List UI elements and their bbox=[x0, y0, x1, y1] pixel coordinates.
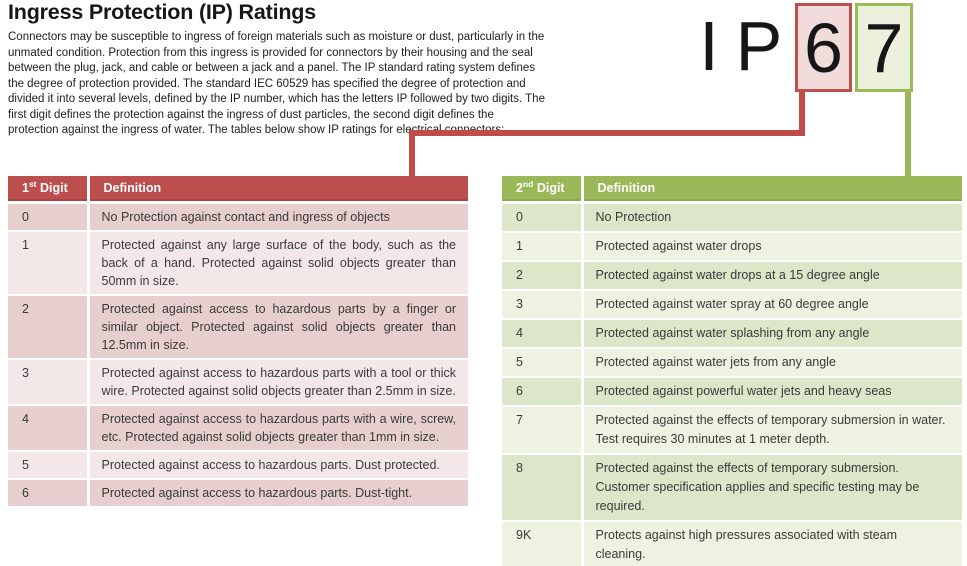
table-row: 9K Protects against high pressures assoc… bbox=[502, 520, 962, 566]
digit-cell: 3 bbox=[502, 289, 584, 320]
definition-cell: Protected against powerful water jets an… bbox=[582, 376, 962, 407]
digit-cell: 7 bbox=[502, 405, 584, 455]
digit-cell: 2 bbox=[8, 294, 90, 360]
table-row: 6 Protected against powerful water jets … bbox=[502, 376, 962, 407]
digit-cell: 0 bbox=[8, 202, 90, 232]
table-row: 1 Protected against any large surface of… bbox=[8, 230, 468, 296]
digit-cell: 3 bbox=[8, 358, 90, 406]
definition-cell: No Protection bbox=[582, 202, 962, 233]
first-digit-value: 6 bbox=[804, 8, 843, 87]
second-digit-box: 7 bbox=[855, 3, 913, 92]
definition-cell: Protected against water spray at 60 degr… bbox=[582, 289, 962, 320]
red-connector-drop-line bbox=[799, 91, 805, 135]
digit-cell: 4 bbox=[8, 404, 90, 452]
table-row: 6 Protected against access to hazardous … bbox=[8, 478, 468, 508]
green-connector-down-line bbox=[905, 91, 911, 178]
definition-cell: Protected against access to hazardous pa… bbox=[88, 450, 468, 480]
table-row: 3 Protected against water spray at 60 de… bbox=[502, 289, 962, 320]
table-row: 0 No Protection bbox=[502, 202, 962, 233]
definition-cell: Protected against any large surface of t… bbox=[88, 230, 468, 296]
digit-cell: 6 bbox=[8, 478, 90, 508]
table-row: 7 Protected against the effects of tempo… bbox=[502, 405, 962, 455]
digit-cell: 8 bbox=[502, 453, 584, 522]
digit-cell: 1 bbox=[8, 230, 90, 296]
digit-cell: 0 bbox=[502, 202, 584, 233]
red-connector-down-line bbox=[409, 130, 415, 177]
definition-cell: Protected against water drops bbox=[582, 231, 962, 262]
table-header-row: 2nd Digit Definition bbox=[502, 176, 962, 204]
second-digit-value: 7 bbox=[864, 8, 904, 87]
definition-cell: Protects against high pressures associat… bbox=[582, 520, 962, 566]
table-row: 2 Protected against water drops at a 15 … bbox=[502, 260, 962, 291]
table-row: 1 Protected against water drops bbox=[502, 231, 962, 262]
digit-cell: 5 bbox=[502, 347, 584, 378]
second-digit-column-header: 2nd Digit bbox=[502, 176, 584, 204]
digit-cell: 4 bbox=[502, 318, 584, 349]
definition-cell: Protected against access to hazardous pa… bbox=[88, 404, 468, 452]
definition-cell: No Protection against contact and ingres… bbox=[88, 202, 468, 232]
table-row: 0 No Protection against contact and ingr… bbox=[8, 202, 468, 232]
digit-cell: 9K bbox=[502, 520, 584, 566]
table-row: 2 Protected against access to hazardous … bbox=[8, 294, 468, 360]
table-row: 5 Protected against water jets from any … bbox=[502, 347, 962, 378]
table-row: 4 Protected against access to hazardous … bbox=[8, 404, 468, 452]
definition-cell: Protected against water jets from any an… bbox=[582, 347, 962, 378]
digit-cell: 1 bbox=[502, 231, 584, 262]
digit-cell: 2 bbox=[502, 260, 584, 291]
red-connector-horizontal-line bbox=[409, 130, 805, 136]
digit-cell: 6 bbox=[502, 376, 584, 407]
table-row: 5 Protected against access to hazardous … bbox=[8, 450, 468, 480]
intro-paragraph: Connectors may be susceptible to ingress… bbox=[8, 31, 545, 136]
first-digit-table: 1st Digit Definition 0 No Protection aga… bbox=[8, 176, 468, 508]
second-digit-table: 2nd Digit Definition 0 No Protection 1 P… bbox=[502, 176, 962, 566]
table-row: 3 Protected against access to hazardous … bbox=[8, 358, 468, 406]
digit-cell: 5 bbox=[8, 450, 90, 480]
ip-letter-i: I bbox=[699, 7, 719, 85]
table-row: 8 Protected against the effects of tempo… bbox=[502, 453, 962, 522]
page-title: Ingress Protection (IP) Ratings bbox=[8, 0, 316, 24]
ip-letter-p: P bbox=[735, 7, 783, 85]
definition-cell: Protected against the effects of tempora… bbox=[582, 405, 962, 455]
definition-column-header: Definition bbox=[582, 176, 962, 204]
definition-cell: Protected against water splashing from a… bbox=[582, 318, 962, 349]
definition-cell: Protected against access to hazardous pa… bbox=[88, 294, 468, 360]
table-header-row: 1st Digit Definition bbox=[8, 176, 468, 204]
first-digit-box: 6 bbox=[795, 3, 852, 92]
definition-cell: Protected against access to hazardous pa… bbox=[88, 478, 468, 508]
definition-column-header: Definition bbox=[88, 176, 468, 204]
table-row: 4 Protected against water splashing from… bbox=[502, 318, 962, 349]
definition-cell: Protected against water drops at a 15 de… bbox=[582, 260, 962, 291]
definition-cell: Protected against the effects of tempora… bbox=[582, 453, 962, 522]
first-digit-column-header: 1st Digit bbox=[8, 176, 90, 204]
definition-cell: Protected against access to hazardous pa… bbox=[88, 358, 468, 406]
